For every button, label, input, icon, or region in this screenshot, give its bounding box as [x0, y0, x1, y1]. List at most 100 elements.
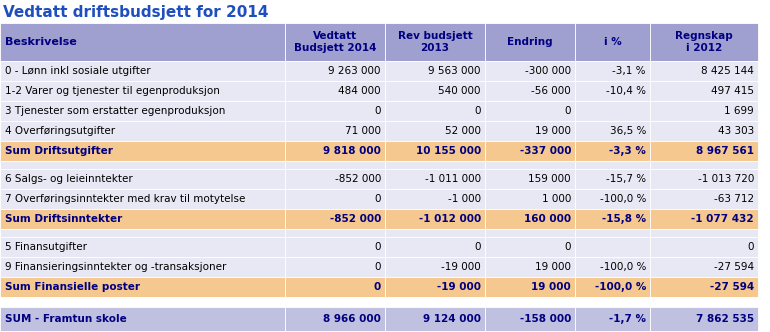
Text: Endring: Endring	[507, 37, 553, 47]
Text: 19 000: 19 000	[531, 282, 571, 292]
Text: Beskrivelse: Beskrivelse	[5, 37, 77, 47]
Text: 0: 0	[374, 262, 381, 272]
Bar	[0, 307, 285, 331]
Text: 10 155 000: 10 155 000	[416, 146, 481, 156]
Text: 6 Salgs- og leieinntekter: 6 Salgs- og leieinntekter	[5, 174, 132, 184]
Text: 19 000: 19 000	[535, 126, 571, 136]
Bar	[650, 237, 758, 257]
Text: 0 - Lønn inkl sosiale utgifter: 0 - Lønn inkl sosiale utgifter	[5, 66, 151, 76]
Text: -63 712: -63 712	[714, 194, 754, 204]
Text: SUM - Framtun skole: SUM - Framtun skole	[5, 314, 127, 324]
Bar	[285, 61, 385, 81]
Text: -19 000: -19 000	[437, 282, 481, 292]
Bar	[0, 189, 285, 209]
Bar	[285, 141, 385, 161]
Bar	[385, 141, 485, 161]
Bar	[0, 101, 285, 121]
Text: Regnskap
i 2012: Regnskap i 2012	[675, 31, 733, 53]
Bar	[485, 229, 575, 237]
Bar	[285, 307, 385, 331]
Text: -158 000: -158 000	[520, 314, 571, 324]
Text: 7 Overføringsinntekter med krav til motytelse: 7 Overføringsinntekter med krav til moty…	[5, 194, 246, 204]
Bar	[0, 81, 285, 101]
Bar	[575, 61, 650, 81]
Bar	[285, 209, 385, 229]
Bar	[0, 61, 285, 81]
Bar	[285, 121, 385, 141]
Bar	[285, 161, 385, 169]
Bar	[385, 237, 485, 257]
Bar	[575, 169, 650, 189]
Text: 1 699: 1 699	[725, 106, 754, 116]
Text: 8 966 000: 8 966 000	[323, 314, 381, 324]
Text: 0: 0	[564, 242, 571, 252]
Bar	[650, 307, 758, 331]
Bar	[575, 237, 650, 257]
Bar	[575, 141, 650, 161]
Bar	[485, 307, 575, 331]
Text: -15,8 %: -15,8 %	[602, 214, 646, 224]
Text: 71 000: 71 000	[345, 126, 381, 136]
Bar	[575, 23, 650, 61]
Text: Sum Driftsinntekter: Sum Driftsinntekter	[5, 214, 122, 224]
Bar	[575, 307, 650, 331]
Bar	[650, 161, 758, 169]
Bar	[385, 257, 485, 277]
Bar	[650, 101, 758, 121]
Text: 0: 0	[374, 242, 381, 252]
Bar	[385, 61, 485, 81]
Text: -19 000: -19 000	[441, 262, 481, 272]
Bar	[650, 23, 758, 61]
Bar	[575, 277, 650, 297]
Bar	[385, 189, 485, 209]
Bar	[575, 121, 650, 141]
Text: 484 000: 484 000	[338, 86, 381, 96]
Text: 8 967 561: 8 967 561	[696, 146, 754, 156]
Text: -27 594: -27 594	[710, 282, 754, 292]
Bar	[385, 81, 485, 101]
Bar	[385, 169, 485, 189]
Text: -300 000: -300 000	[525, 66, 571, 76]
Text: -1,7 %: -1,7 %	[609, 314, 646, 324]
Bar	[385, 209, 485, 229]
Bar	[0, 169, 285, 189]
Text: 3 Tjenester som erstatter egenproduksjon: 3 Tjenester som erstatter egenproduksjon	[5, 106, 226, 116]
Bar	[0, 257, 285, 277]
Text: 8 425 144: 8 425 144	[701, 66, 754, 76]
Text: -3,3 %: -3,3 %	[609, 146, 646, 156]
Bar	[650, 209, 758, 229]
Bar	[285, 229, 385, 237]
Text: -852 000: -852 000	[330, 214, 381, 224]
Bar	[650, 61, 758, 81]
Text: 9 124 000: 9 124 000	[423, 314, 481, 324]
Bar	[575, 81, 650, 101]
Bar	[0, 229, 285, 237]
Text: 0: 0	[373, 282, 381, 292]
Text: 1 000: 1 000	[541, 194, 571, 204]
Text: -27 594: -27 594	[714, 262, 754, 272]
Text: Vedtatt
Budsjett 2014: Vedtatt Budsjett 2014	[293, 31, 377, 53]
Text: -10,4 %: -10,4 %	[606, 86, 646, 96]
Text: 0: 0	[374, 194, 381, 204]
Bar	[385, 307, 485, 331]
Bar	[285, 169, 385, 189]
Bar	[0, 141, 285, 161]
Bar	[575, 297, 650, 307]
Bar	[485, 297, 575, 307]
Text: 9 263 000: 9 263 000	[329, 66, 381, 76]
Text: -1 000: -1 000	[448, 194, 481, 204]
Bar	[575, 101, 650, 121]
Bar	[0, 237, 285, 257]
Text: -100,0 %: -100,0 %	[600, 194, 646, 204]
Text: 9 Finansieringsinntekter og -transaksjoner: 9 Finansieringsinntekter og -transaksjon…	[5, 262, 226, 272]
Text: 0: 0	[474, 106, 481, 116]
Text: 0: 0	[564, 106, 571, 116]
Bar	[575, 161, 650, 169]
Text: 9 563 000: 9 563 000	[428, 66, 481, 76]
Bar	[485, 81, 575, 101]
Text: Sum Finansielle poster: Sum Finansielle poster	[5, 282, 140, 292]
Bar	[650, 121, 758, 141]
Text: 19 000: 19 000	[535, 262, 571, 272]
Bar	[485, 101, 575, 121]
Text: i %: i %	[604, 37, 621, 47]
